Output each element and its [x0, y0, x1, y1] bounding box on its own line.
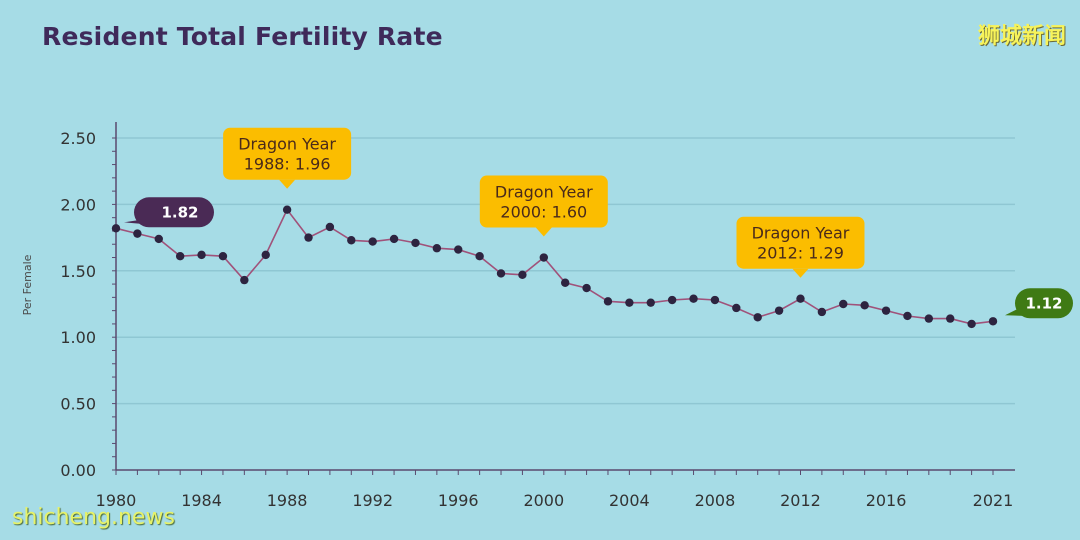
data-point — [111, 224, 121, 233]
data-point — [347, 236, 356, 245]
start-value-label: 1.82 — [161, 203, 198, 221]
data-point — [496, 269, 506, 278]
x-tick-label: 1980 — [96, 491, 137, 510]
end-bubble-box — [1015, 288, 1073, 319]
data-point — [753, 313, 762, 322]
annotation-pointer — [535, 227, 552, 237]
annotation-pointer — [279, 179, 296, 189]
data-point — [518, 270, 527, 279]
y-tick-label: 1.00 — [60, 328, 96, 347]
end-value-bubble: 1.12 — [1005, 288, 1073, 319]
x-tick-label: 2000 — [523, 491, 564, 510]
data-point — [389, 234, 399, 244]
data-point — [282, 205, 292, 214]
annotation-line1: Dragon Year — [238, 135, 336, 154]
data-point — [732, 303, 741, 313]
annotation-line2: 2012: 1.29 — [757, 244, 844, 263]
start-bubble-box — [134, 197, 214, 228]
y-axis-label: Per Female — [21, 254, 34, 315]
data-point — [261, 250, 270, 260]
x-tick-label: 2004 — [609, 491, 650, 510]
data-point — [368, 237, 377, 246]
data-point — [218, 251, 228, 261]
x-tick-label: 1984 — [181, 491, 222, 510]
data-point — [154, 234, 163, 244]
data-point — [710, 295, 720, 305]
x-tick-label: 1988 — [267, 491, 308, 510]
data-point — [304, 233, 313, 242]
annotation-box — [736, 216, 865, 269]
data-point — [903, 311, 912, 321]
x-tick-label: 1996 — [438, 491, 479, 510]
data-point — [667, 295, 677, 305]
chart-title: Resident Total Fertility Rate — [42, 22, 443, 51]
data-point — [411, 238, 420, 248]
data-point — [560, 278, 570, 287]
end-value-label: 1.12 — [1025, 294, 1062, 312]
data-point — [796, 294, 805, 303]
data-point — [603, 297, 613, 306]
data-point — [881, 306, 891, 315]
data-point — [325, 222, 335, 232]
annotation-line2: 1988: 1.96 — [244, 155, 331, 174]
axes: 0.00 0.50 1.00 1.50 2.00 2.50 1980 1984 1988 1992… — [60, 122, 1015, 510]
data-point — [924, 314, 934, 323]
annotation-line2: 2000: 1.60 — [500, 203, 587, 222]
data-point — [860, 301, 869, 310]
end-bubble-pointer — [1005, 308, 1035, 317]
data-point — [689, 294, 698, 303]
x-tick-label: 2016 — [866, 491, 907, 510]
data-point — [625, 298, 634, 307]
data-point — [582, 283, 591, 293]
x-tick-label: 2021 — [973, 491, 1014, 510]
data-point — [539, 253, 549, 262]
x-tick-label: 1992 — [352, 491, 393, 510]
data-point — [432, 244, 442, 253]
data-point — [133, 229, 142, 238]
annotation-box — [479, 175, 608, 228]
data-point — [967, 319, 976, 329]
data-point — [197, 250, 206, 260]
data-point — [240, 275, 249, 285]
start-value-bubble: 1.82 — [124, 197, 214, 228]
y-tick-label: 2.00 — [60, 195, 96, 214]
y-tick-label: 1.50 — [60, 262, 96, 281]
annotation-line1: Dragon Year — [752, 224, 850, 243]
data-points — [111, 205, 998, 329]
x-tick-label: 2012 — [780, 491, 821, 510]
y-tick-label: 0.50 — [60, 395, 96, 414]
data-point — [774, 306, 784, 315]
y-tick-label: 2.50 — [60, 129, 96, 148]
data-point — [475, 251, 484, 261]
data-point — [946, 314, 955, 323]
data-point — [175, 251, 185, 261]
start-bubble-pointer — [124, 219, 158, 226]
y-tick-label: 0.00 — [60, 461, 96, 480]
x-tick-label: 2008 — [695, 491, 736, 510]
annotation-pointer — [792, 268, 809, 278]
site-watermark: shicheng.news — [12, 505, 175, 530]
annotation-line1: Dragon Year — [495, 183, 593, 202]
data-point — [839, 299, 848, 309]
data-point — [646, 298, 655, 307]
data-point — [817, 307, 827, 317]
site-logo: 狮城新闻 — [977, 24, 1066, 49]
data-point — [454, 245, 463, 254]
annotation-box — [223, 127, 352, 180]
data-point — [988, 317, 998, 326]
